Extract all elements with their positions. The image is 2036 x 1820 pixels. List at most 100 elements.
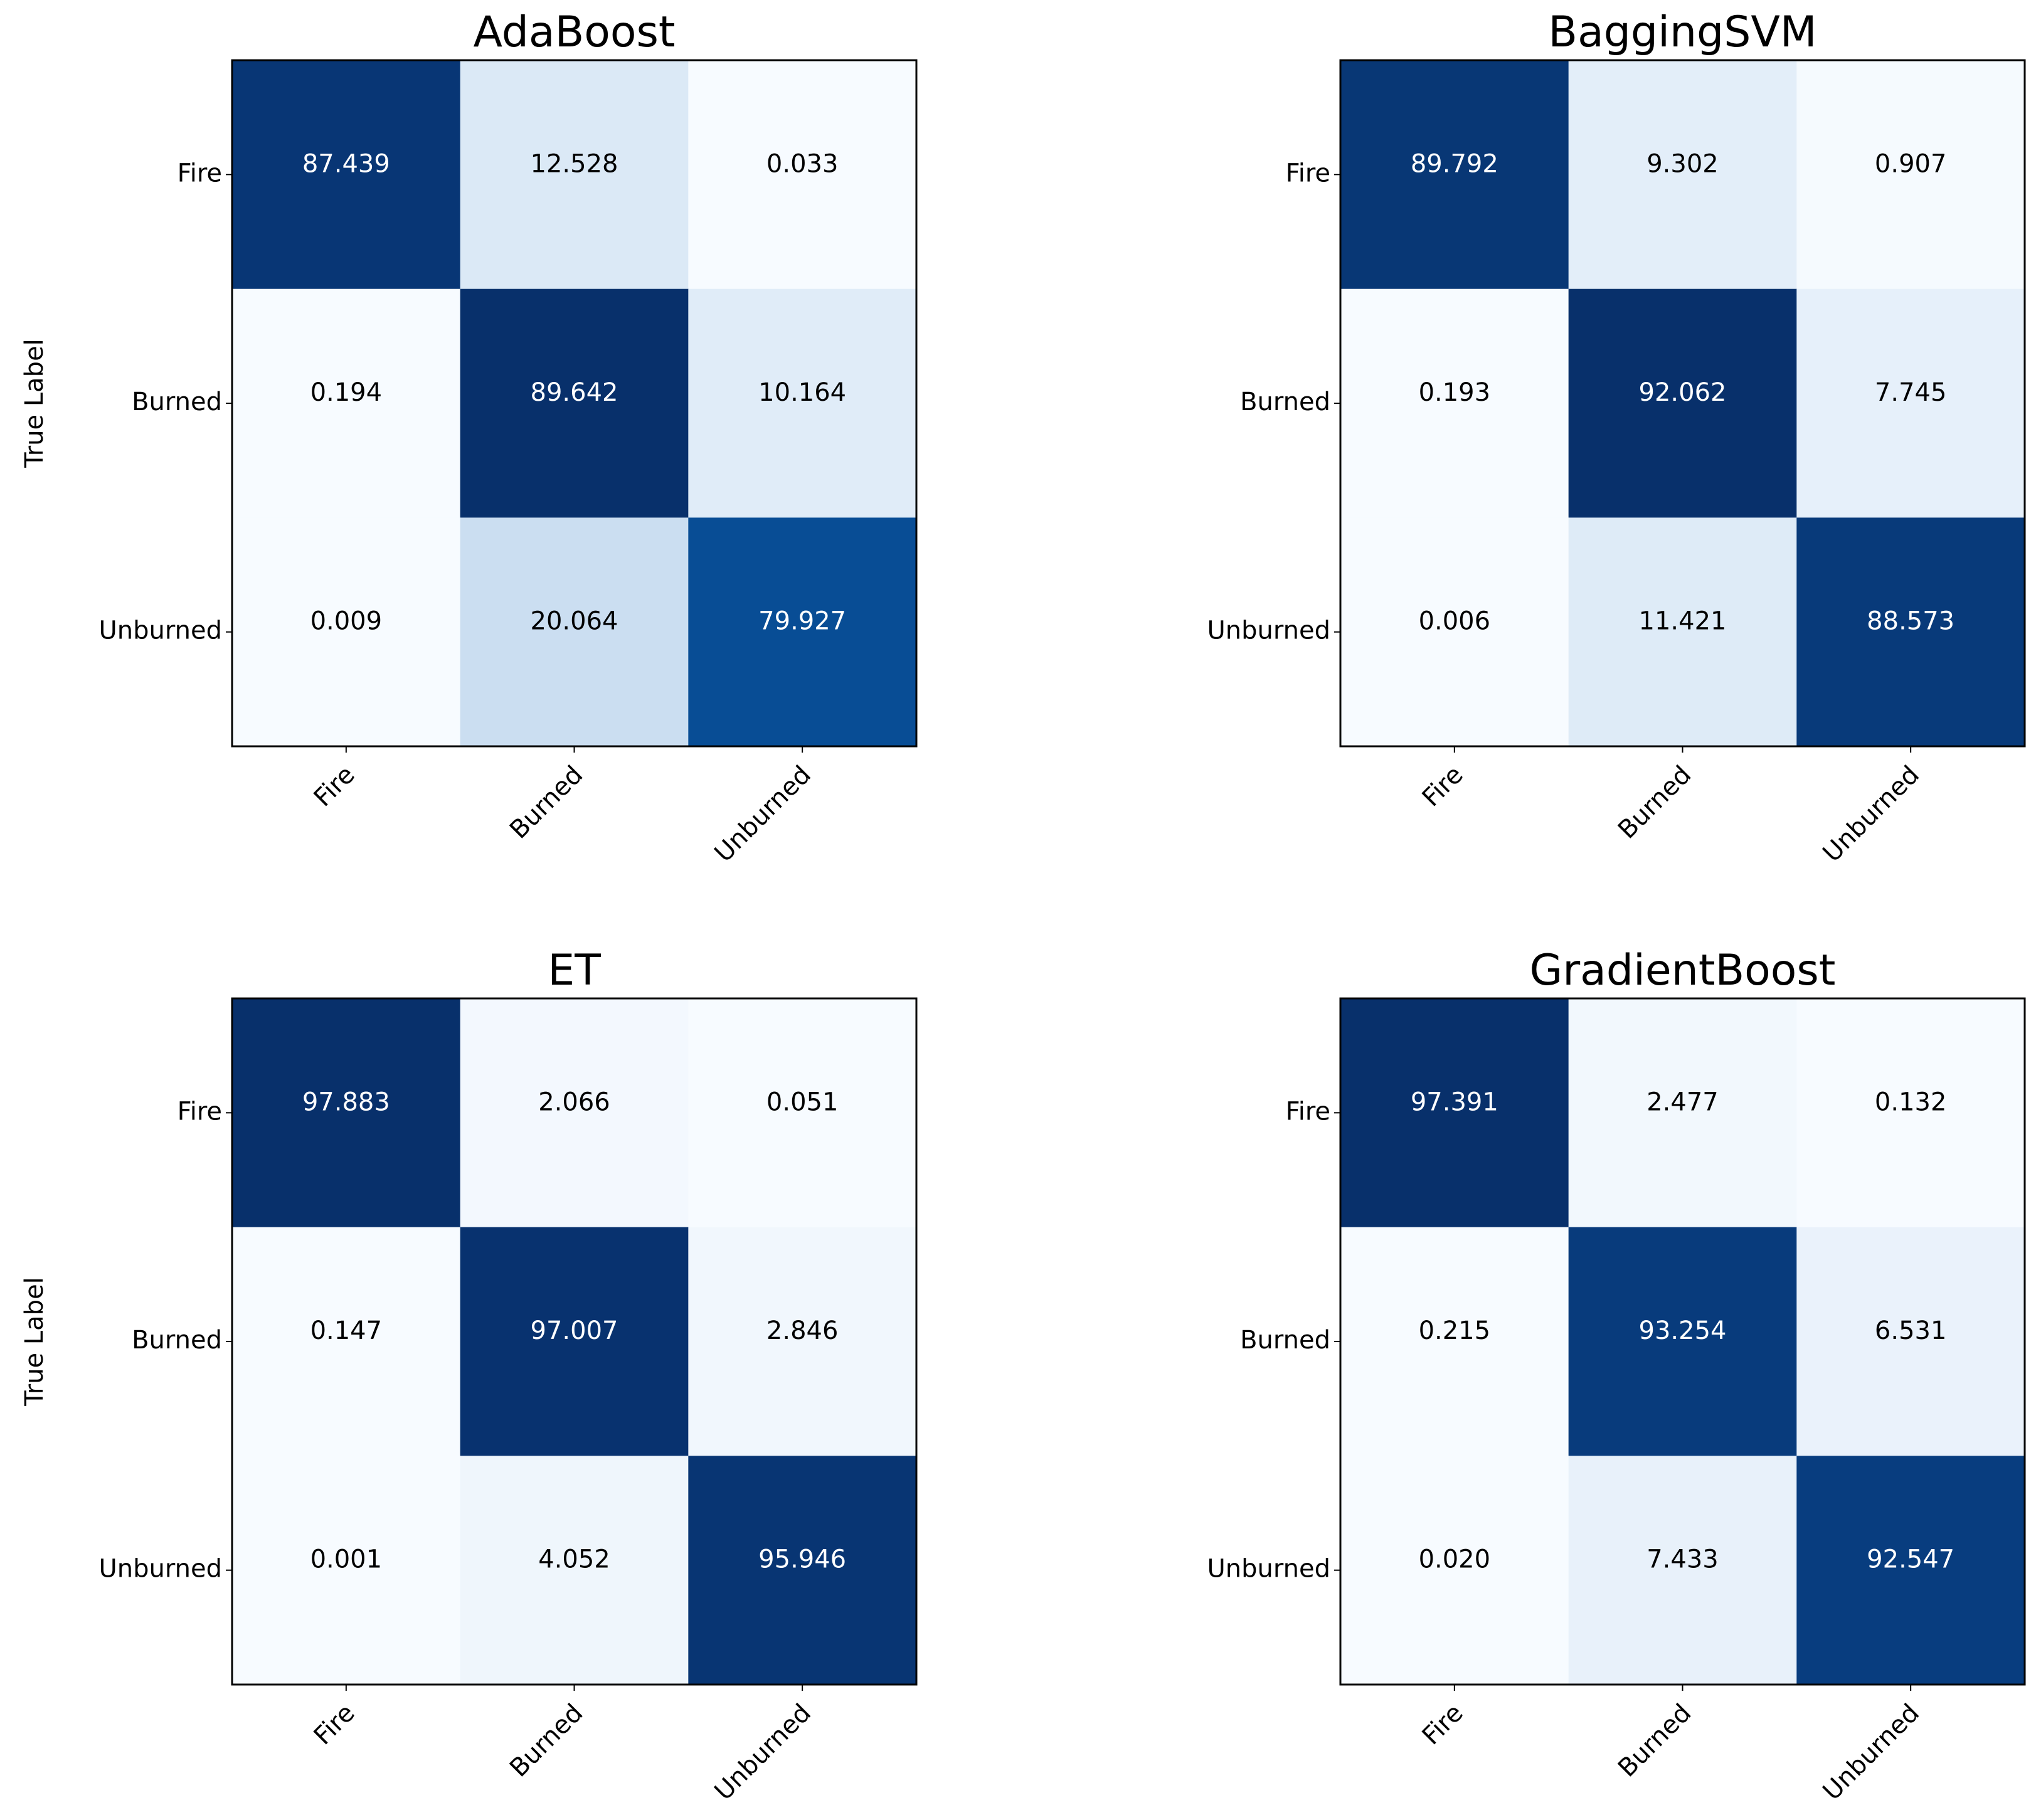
y-tick-label: Burned: [1240, 388, 1330, 416]
cell-value-label: 0.006: [1419, 607, 1491, 636]
cell-value-label: 95.946: [758, 1545, 846, 1574]
y-axis-label: True Label: [20, 339, 49, 468]
cell-value-label: 0.051: [766, 1087, 839, 1116]
cell-value-label: 0.215: [1419, 1316, 1491, 1345]
chart-title: ET: [548, 946, 601, 995]
cell-value-label: 88.573: [1867, 607, 1954, 636]
heatmap-cell: [688, 517, 917, 747]
heatmap-cell: [1340, 60, 1569, 290]
cell-value-label: 7.433: [1646, 1545, 1719, 1574]
heatmap-cell: [688, 60, 917, 290]
x-tick-label: Burned: [504, 760, 588, 844]
y-tick-label: Unburned: [1207, 1555, 1330, 1584]
cell-value-label: 97.391: [1411, 1087, 1498, 1116]
cell-value-label: 89.792: [1411, 149, 1498, 178]
y-tick-label: Burned: [132, 1326, 222, 1355]
cell-value-label: 2.846: [766, 1316, 839, 1345]
heatmap-cell: [460, 998, 689, 1228]
y-tick-label: Fire: [178, 159, 222, 188]
x-tick-label: Burned: [504, 1698, 588, 1782]
chart-title: AdaBoost: [473, 8, 675, 57]
heatmap-cell: [1568, 517, 1797, 747]
cell-value-label: 2.477: [1646, 1087, 1719, 1116]
x-tick-label: Unburned: [1818, 1698, 1925, 1806]
heatmap-cell: [232, 998, 461, 1228]
cell-value-label: 0.193: [1419, 378, 1491, 407]
heatmap-cell: [1796, 1227, 2025, 1456]
y-tick-label: Fire: [178, 1097, 222, 1126]
cell-value-label: 0.001: [310, 1545, 383, 1574]
cell-value-label: 92.547: [1867, 1545, 1954, 1574]
y-tick-label: Unburned: [99, 1555, 222, 1584]
cell-value-label: 0.020: [1419, 1545, 1491, 1574]
heatmap-cell: [1340, 1227, 1569, 1456]
heatmap-cell: [460, 1456, 689, 1685]
heatmap-panel: AdaBoost True Label 87.439 12.528 0.033 0.194…: [20, 8, 918, 868]
heatmap-cell: [460, 288, 689, 518]
heatmap-cell: [688, 1456, 917, 1685]
heatmap-cell: [1340, 1456, 1569, 1685]
cell-value-label: 0.194: [310, 378, 383, 407]
cell-value-label: 12.528: [531, 149, 618, 178]
heatmap-cell: [1340, 288, 1569, 518]
x-tick-label: Unburned: [709, 1698, 817, 1806]
heatmap-cell: [232, 1456, 461, 1685]
heatmap-cell: [1568, 1456, 1797, 1685]
x-tick-label: Fire: [309, 1698, 361, 1750]
cell-value-label: 87.439: [302, 149, 390, 178]
cell-value-label: 0.907: [1875, 149, 1947, 178]
heatmap-cell: [688, 998, 917, 1228]
cell-value-label: 92.062: [1639, 378, 1727, 407]
heatmap-cell: [688, 1227, 917, 1456]
chart-title: GradientBoost: [1530, 946, 1836, 995]
cell-value-label: 79.927: [758, 607, 846, 636]
heatmap-cell: [1796, 517, 2025, 747]
heatmap-cell: [1568, 288, 1797, 518]
y-tick-label: Burned: [1240, 1326, 1330, 1355]
heatmap-cell: [1796, 60, 2025, 290]
cell-value-label: 6.531: [1875, 1316, 1947, 1345]
x-tick-label: Burned: [1613, 760, 1697, 844]
cell-value-label: 0.033: [766, 149, 839, 178]
cell-value-label: 0.009: [310, 607, 383, 636]
heatmap-cell: [232, 1227, 461, 1456]
cell-value-label: 89.642: [531, 378, 618, 407]
y-tick-label: Unburned: [99, 616, 222, 645]
y-tick-label: Fire: [1286, 1097, 1330, 1126]
heatmap-cell: [1340, 998, 1569, 1228]
cell-value-label: 93.254: [1639, 1316, 1727, 1345]
heatmap-cell: [460, 517, 689, 747]
y-tick-label: Fire: [1286, 159, 1330, 188]
heatmap-cell: [1568, 1227, 1797, 1456]
cell-value-label: 10.164: [758, 378, 846, 407]
x-tick-label: Unburned: [709, 760, 817, 867]
cell-value-label: 97.883: [302, 1087, 390, 1116]
heatmap-cell: [460, 60, 689, 290]
cell-value-label: 97.007: [531, 1316, 618, 1345]
x-tick-label: Fire: [1417, 1698, 1469, 1750]
y-tick-label: Unburned: [1207, 616, 1330, 645]
heatmap-cell: [1796, 1456, 2025, 1685]
heatmap-cell: [1340, 517, 1569, 747]
heatmap-cell: [688, 288, 917, 518]
heatmap-cell: [1568, 998, 1797, 1228]
cell-value-label: 2.066: [538, 1087, 610, 1116]
x-tick-label: Fire: [309, 760, 361, 812]
chart-title: BaggingSVM: [1548, 8, 1816, 57]
heatmap-panel: BaggingSVM 89.792 9.302 0.907 0.193 92.062 7.7…: [1207, 8, 2026, 868]
heatmap-cell: [1568, 60, 1797, 290]
heatmap-cell: [232, 517, 461, 747]
heatmap-cell: [1796, 288, 2025, 518]
heatmap-cell: [460, 1227, 689, 1456]
cell-value-label: 4.052: [538, 1545, 610, 1574]
heatmap-cell: [232, 60, 461, 290]
cell-value-label: 20.064: [531, 607, 618, 636]
cell-value-label: 0.147: [310, 1316, 383, 1345]
y-tick-label: Burned: [132, 388, 222, 416]
y-axis-label: True Label: [20, 1277, 49, 1407]
cell-value-label: 9.302: [1646, 149, 1719, 178]
cell-value-label: 7.745: [1875, 378, 1947, 407]
heatmap-panel: ET True Label 97.883 2.066 0.051 0.147 97.007 2…: [20, 946, 918, 1806]
